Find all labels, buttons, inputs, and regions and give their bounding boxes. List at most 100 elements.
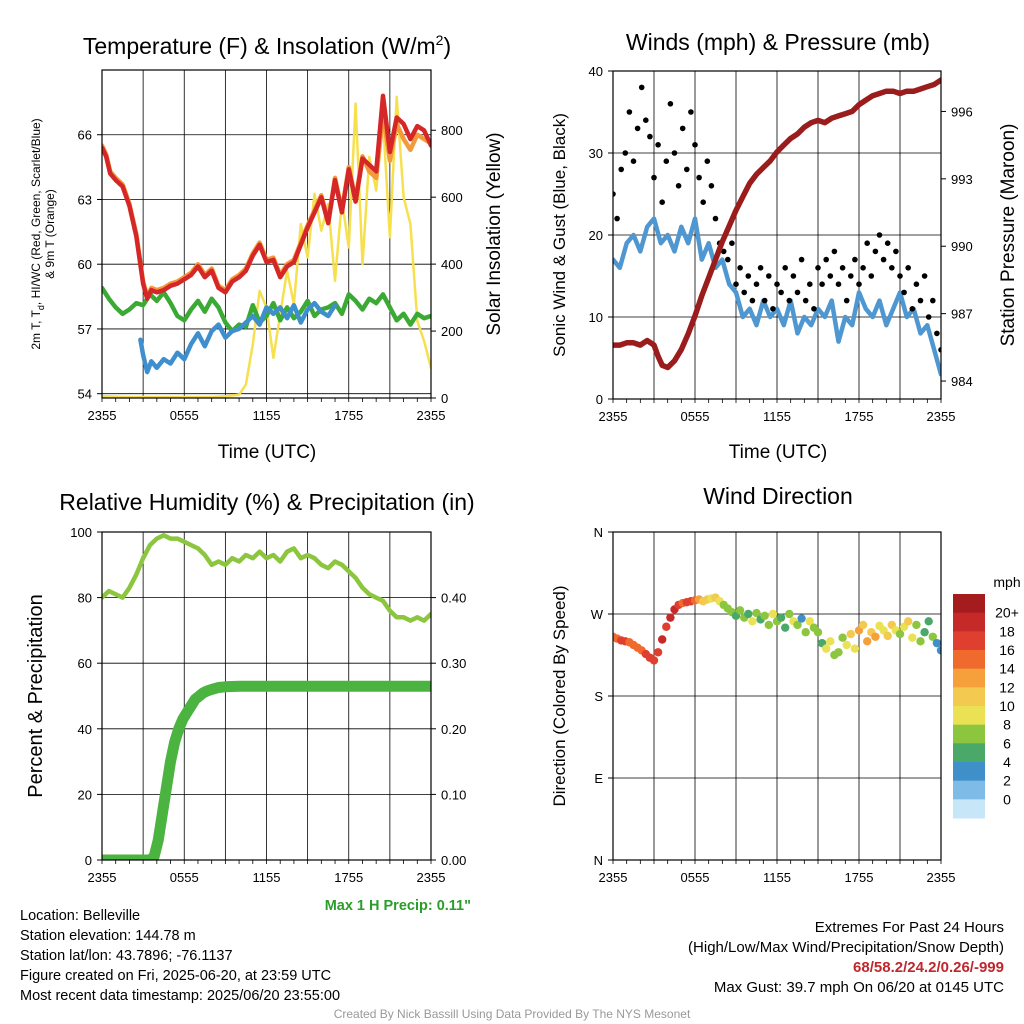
y-tick-label-left: 20: [78, 787, 92, 802]
precip-series-line: [102, 680, 431, 860]
direction-point: [649, 656, 659, 665]
colorbar-swatch: [953, 762, 985, 782]
x-tick-label: 0555: [170, 408, 199, 423]
gust-point: [618, 166, 624, 173]
direction-point: [801, 628, 810, 637]
gust-point: [688, 109, 694, 115]
chart-panel-3: 2355 0555 1155 1755 2355 0 20 40 60 80 100 0.00 0.10…: [25, 489, 475, 914]
direction-point: [895, 629, 905, 639]
gust-point: [901, 289, 907, 296]
x-tick-label: 0555: [170, 870, 199, 885]
rh-series-line: [102, 533, 431, 623]
x-tick-label: 1155: [763, 870, 791, 885]
gust-point: [692, 142, 698, 148]
y-tick-label-right: 200: [441, 324, 463, 339]
y-tick-label-left: E: [594, 771, 603, 786]
gust-point: [659, 199, 665, 205]
extremes-subtitle: (High/Low/Max Wind/Precipitation/Snow De…: [688, 939, 1004, 956]
colorbar-title: mph: [993, 574, 1020, 590]
gust-point: [614, 215, 620, 222]
direction-point: [793, 620, 802, 630]
direction-point: [838, 633, 847, 642]
chart-panel-4: 2355 0555 1155 1755 2355 N E S W N Wind Direction D…: [550, 483, 1021, 885]
direction-point: [846, 629, 855, 639]
gust-point: [647, 133, 653, 140]
chart-title: Wind Direction: [703, 483, 853, 509]
gust-point: [704, 158, 711, 164]
y-tick-label-right: 993: [951, 172, 973, 187]
gust-point: [930, 297, 936, 304]
gust-point: [643, 117, 649, 123]
direction-point: [908, 633, 917, 642]
gust-point: [823, 256, 829, 263]
extremes-values: 68/58.2/24.2/0.26/-999: [853, 959, 1004, 976]
gust-point: [737, 265, 743, 271]
gust-point: [720, 248, 727, 255]
gust-point: [925, 314, 932, 320]
colorbar-label: 8: [1003, 717, 1011, 733]
y-tick-label-left: 100: [70, 525, 92, 540]
gust-point: [679, 125, 686, 132]
y-tick-label-right: 400: [441, 257, 463, 272]
y-tick-label-left: 63: [78, 192, 92, 207]
direction-point: [904, 617, 913, 626]
x-tick-label: 1755: [334, 408, 363, 423]
location-text: Location: Belleville: [20, 908, 141, 924]
gust-point: [819, 281, 825, 288]
gust-point: [938, 347, 941, 353]
gust-point: [675, 183, 682, 189]
gust-point: [921, 273, 928, 279]
colorbar-label: 14: [999, 661, 1015, 677]
gust-point: [802, 297, 809, 304]
colorbar-label: 20+: [995, 605, 1019, 621]
gust-point: [872, 248, 879, 255]
gust-point: [876, 232, 883, 238]
y-tick-label-right: 990: [951, 239, 973, 254]
y-tick-label-left: 40: [589, 64, 603, 79]
y-tick-label-right: 800: [441, 123, 463, 138]
gust-point: [729, 240, 735, 246]
feels-series-line: [102, 285, 431, 334]
direction-point: [760, 611, 769, 621]
y-tick-label-left: 66: [78, 128, 92, 143]
gust-point: [856, 281, 862, 288]
extremes-panel: Extremes For Past 24 Hours (High/Low/Max…: [688, 918, 1004, 998]
gust-point: [868, 273, 875, 279]
y-tick-label-right: 600: [441, 190, 463, 205]
direction-point: [883, 631, 892, 641]
solar-series-line: [102, 95, 431, 398]
gust-point: [794, 289, 801, 296]
y-axis-label-left: 2m T, Td, HI/WC (Red, Green, Scarlet/Blu…: [29, 118, 46, 349]
y-tick-label-left: 20: [589, 228, 603, 243]
y-tick-label-left: W: [591, 607, 604, 622]
gust-point: [733, 281, 739, 288]
direction-point: [826, 637, 835, 646]
gust-point: [782, 265, 788, 271]
y-tick-label-right: 0.40: [441, 591, 466, 606]
gust-point: [807, 281, 813, 288]
y-tick-label-right: 0: [441, 391, 448, 406]
direction-point: [752, 608, 761, 618]
direction-point: [748, 617, 757, 626]
max-gust-text: Max Gust: 39.7 mph On 06/20 at 0145 UTC: [713, 979, 1004, 996]
direction-point: [871, 632, 880, 641]
recent-data-text: Most recent data timestamp: 2025/06/20 2…: [20, 988, 341, 1004]
elevation-text: Station elevation: 144.78 m: [20, 928, 196, 944]
y-tick-label-left: 54: [78, 387, 92, 402]
plot-frame: [612, 70, 942, 400]
direction-point: [916, 637, 925, 646]
gust-point: [757, 265, 764, 271]
x-axis-label: Time (UTC): [218, 442, 317, 463]
y-tick-label-right: 996: [951, 104, 973, 119]
gust-point: [778, 289, 784, 296]
gust-point: [798, 256, 805, 263]
colorbar-label: 16: [999, 642, 1015, 658]
gust-point: [852, 256, 858, 263]
extremes-title: Extremes For Past 24 Hours: [814, 919, 1004, 936]
colorbar-swatch: [953, 706, 985, 726]
gust-point: [917, 297, 924, 304]
direction-point: [653, 648, 663, 657]
gust-point: [848, 273, 854, 279]
gust-point: [626, 109, 633, 115]
x-tick-label: 1155: [253, 408, 281, 423]
